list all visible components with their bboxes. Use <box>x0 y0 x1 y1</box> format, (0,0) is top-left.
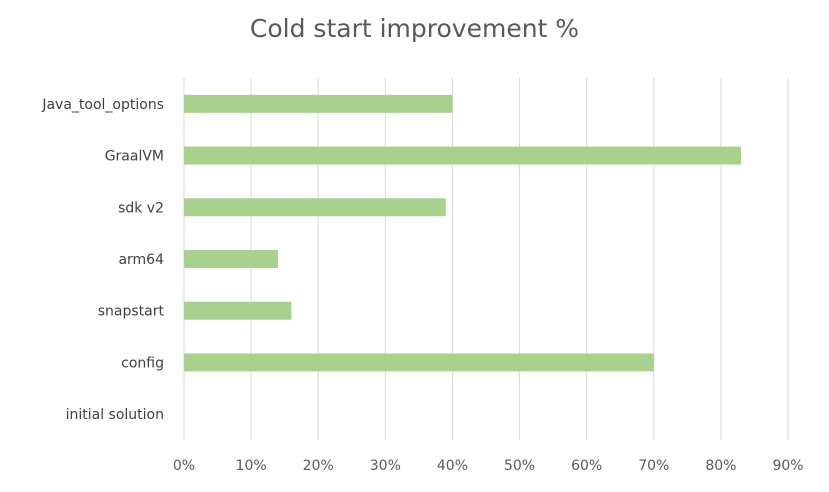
chart-title: Cold start improvement % <box>249 14 580 43</box>
category-label: snapstart <box>98 304 165 320</box>
bar <box>184 250 278 268</box>
category-label: GraalVM <box>105 149 164 165</box>
category-labels: Java_tool_options GraalVM sdk v2 arm64 snaps… <box>41 97 164 423</box>
category-label: Java_tool_options <box>41 97 164 113</box>
bar <box>184 146 742 165</box>
x-tick-label: 90% <box>772 458 803 474</box>
bar <box>184 94 453 113</box>
x-tick-label: 30% <box>370 458 401 474</box>
x-tick-label: 0% <box>173 458 195 474</box>
category-label: config <box>121 355 164 371</box>
category-label: initial solution <box>66 407 164 423</box>
category-label: arm64 <box>118 252 164 268</box>
x-tick-label: 20% <box>303 458 334 474</box>
x-tick-label: 70% <box>638 458 669 474</box>
bar <box>184 353 654 372</box>
x-tick-label: 10% <box>236 458 267 474</box>
x-tick-label: 40% <box>437 458 468 474</box>
bars <box>184 94 742 372</box>
x-tick-label: 50% <box>504 458 535 474</box>
bar <box>184 301 292 320</box>
category-label: sdk v2 <box>118 200 164 216</box>
x-tick-label: 80% <box>705 458 736 474</box>
x-axis-tick-labels: 0% 10% 20% 30% 40% 50% 60% 70% 80% 90% <box>173 458 804 474</box>
x-tick-label: 60% <box>571 458 602 474</box>
bar <box>184 198 446 217</box>
